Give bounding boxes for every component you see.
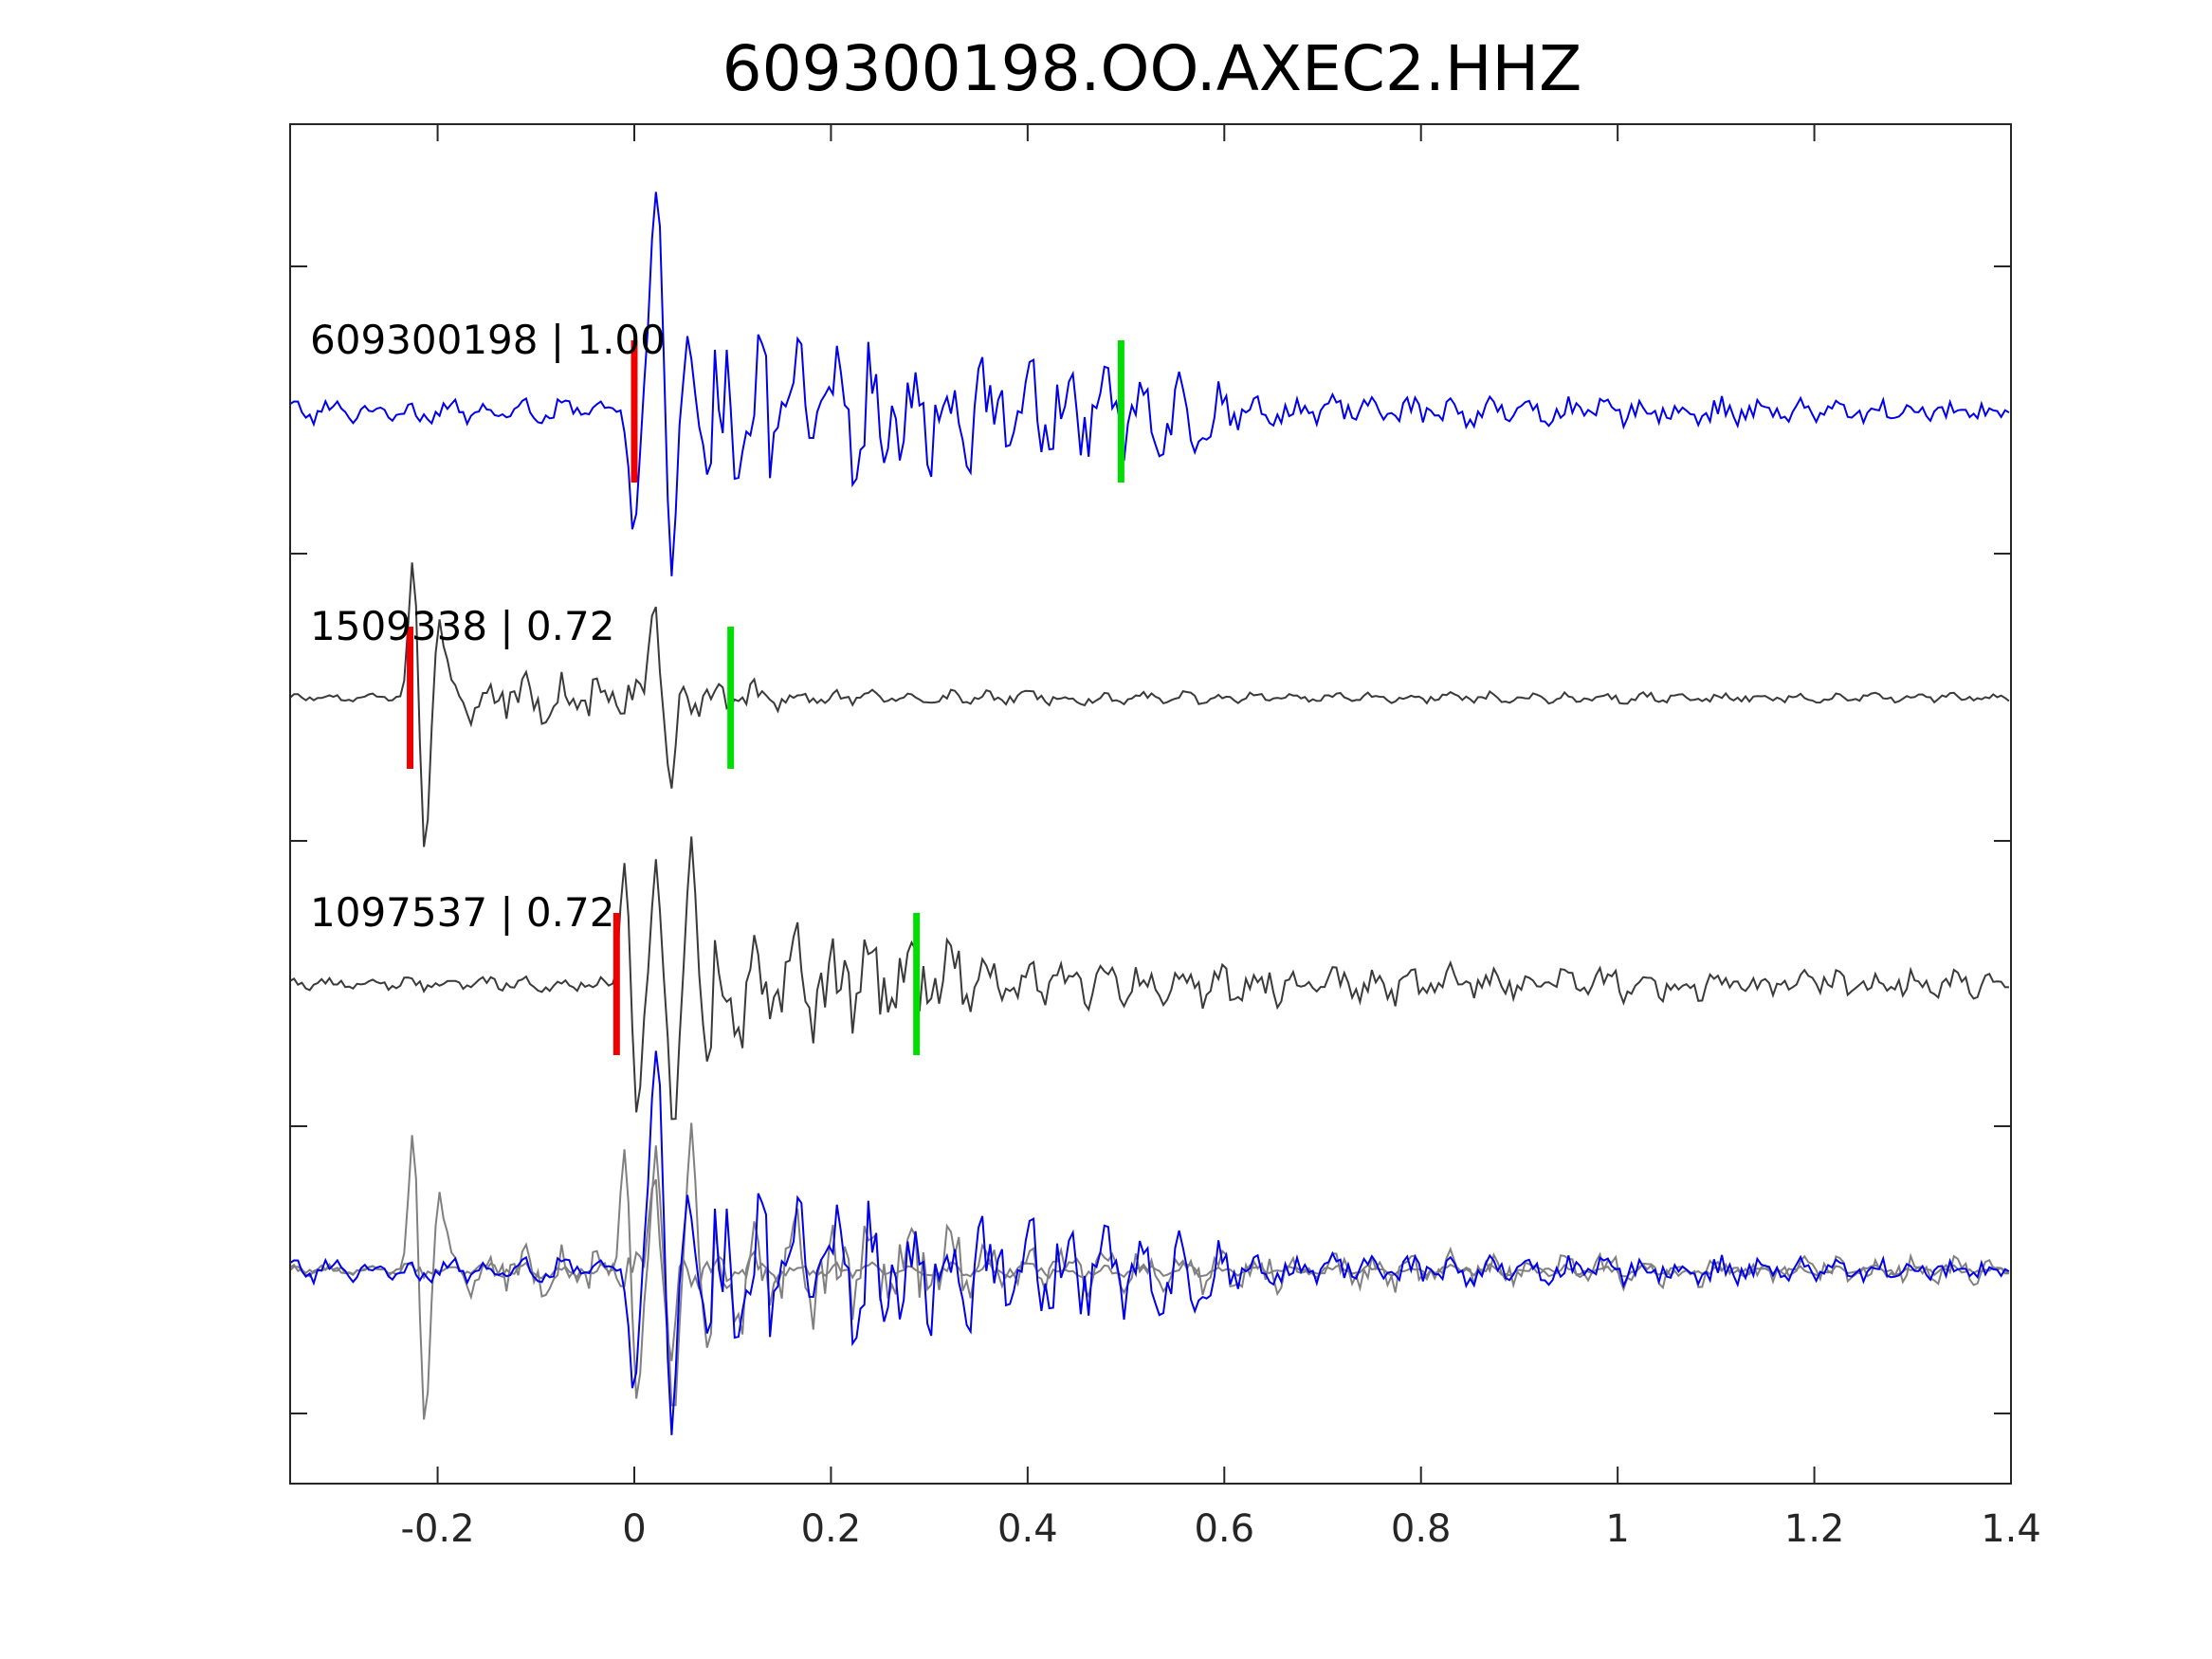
trace-label-1097537: 1097537 | 0.72 [310, 889, 614, 936]
trace-label-1509338: 1509338 | 0.72 [310, 603, 614, 649]
trace-line-1509338 [289, 562, 2010, 848]
trace-line-1097537 [289, 836, 2009, 1121]
chart-title: 609300198.OO.AXEC2.HHZ [722, 32, 1582, 105]
x-tick-label: -0.2 [401, 1507, 475, 1551]
x-tick-label: 0.8 [1391, 1507, 1452, 1551]
x-tick-label: 0.2 [801, 1507, 862, 1551]
trace-labels-layer: 609300198 | 1.00 1509338 | 0.72 1097537 | … [310, 317, 666, 936]
trace-label-609300198: 609300198 | 1.00 [310, 317, 666, 363]
x-tick-labels-layer: -0.2 0 0.2 0.4 0.6 0.8 1 1.2 1.4 [401, 1507, 2041, 1551]
picks-layer [407, 340, 1124, 1055]
x-tick-label: 1 [1605, 1507, 1629, 1551]
x-tick-label: 0.6 [1194, 1507, 1254, 1551]
axes-box [289, 123, 2012, 1485]
overlay-trace-line-609300198 [289, 1050, 2010, 1435]
x-tick-label: 0 [622, 1507, 646, 1551]
x-tick-label: 1.2 [1784, 1507, 1845, 1551]
trace-line-609300198 [289, 191, 2010, 576]
plot-area: 609300198 | 1.00 1509338 | 0.72 1097537 | … [289, 123, 2041, 1551]
x-tick-label: 1.4 [1981, 1507, 2041, 1551]
traces-layer [289, 191, 2010, 1435]
axis-ticks-layer [290, 124, 2012, 1484]
x-tick-label: 0.4 [997, 1507, 1058, 1551]
